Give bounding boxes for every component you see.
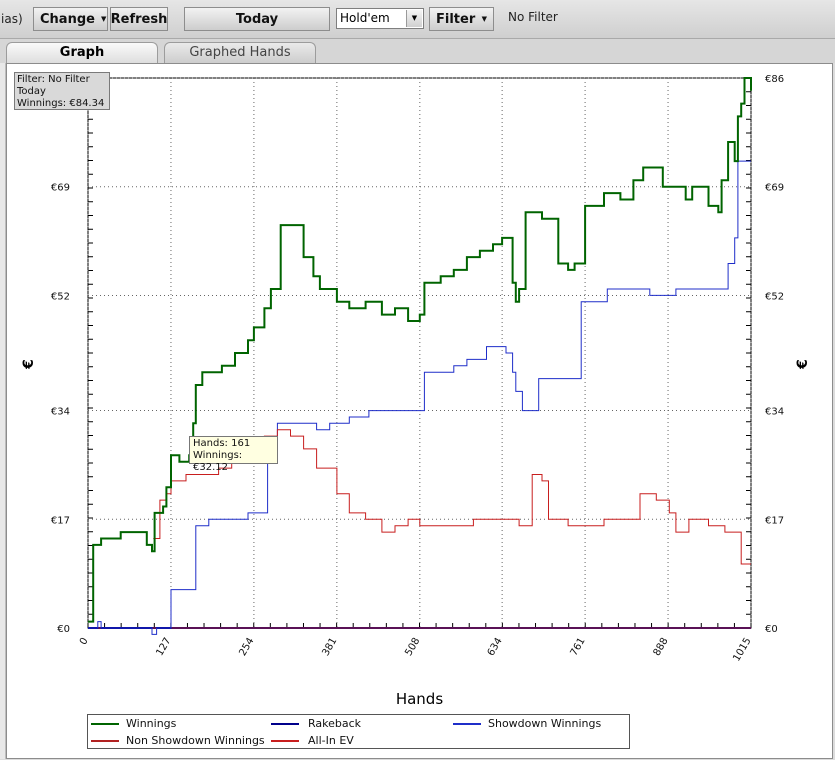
legend-item-winnings: Winnings (126, 717, 177, 730)
x-tick-label: 508 (403, 636, 422, 658)
y-tick-label-right: €0 (765, 624, 778, 635)
series-line-winnings (88, 77, 752, 623)
winnings-chart: €0€0€17€17€34€34€52€52€69€69€86€86012725… (21, 74, 811, 708)
legend-item-non-showdown-winnings: Non Showdown Winnings (126, 734, 265, 747)
tooltip-winnings: Winnings: €32.12 (193, 450, 243, 473)
refresh-button[interactable]: Refresh (110, 7, 168, 31)
y-tick-label-left: €0 (57, 624, 70, 635)
filter-button[interactable]: Filter ▼ (429, 7, 494, 31)
change-button-label: Change (40, 11, 95, 27)
chevron-down-icon: ▼ (481, 15, 487, 23)
toolbar-partial-text: ias) (1, 12, 23, 26)
y-tick-label-right: €17 (765, 515, 784, 526)
y-tick-label-right: €52 (765, 291, 784, 302)
game-type-value: Hold'em (340, 11, 390, 25)
y-tick-label-left: €52 (51, 291, 70, 302)
game-type-select[interactable]: Hold'em ▼ (336, 8, 424, 29)
toolbar: ias) Change ▼ Refresh Today Hold'em ▼ Fi… (0, 0, 835, 39)
series-line-showdown-winnings (88, 160, 751, 635)
chart-panel: €0€0€17€17€34€34€52€52€69€69€86€86012725… (6, 63, 833, 759)
plot-area (87, 77, 752, 629)
x-tick-label: 127 (154, 636, 173, 658)
x-axis-title: Hands (396, 690, 443, 708)
info-winnings: Winnings: €84.34 (17, 98, 105, 109)
y-tick-label-right: €86 (765, 74, 784, 85)
y-tick-label-left: €34 (51, 407, 70, 418)
x-tick-label: 1015 (731, 636, 753, 664)
info-period: Today (17, 86, 46, 97)
legend-swatch (271, 723, 299, 725)
y-tick-label-left: €69 (51, 183, 70, 194)
hover-tooltip: Hands: 161 Winnings: €32.12 (189, 436, 278, 473)
x-tick-label: 888 (652, 636, 671, 658)
x-tick-label: 0 (78, 636, 91, 647)
chevron-down-icon: ▼ (100, 15, 107, 23)
chart-info-box: Filter: No Filter Today Winnings: €84.34 (14, 72, 110, 110)
legend-swatch (453, 723, 481, 725)
x-tick-label: 254 (237, 636, 256, 658)
filter-status: No Filter (508, 10, 558, 24)
legend-item-rakeback: Rakeback (308, 717, 362, 730)
y-axis-title-left: € (21, 359, 37, 370)
today-button-label: Today (235, 11, 279, 27)
legend-swatch (91, 740, 119, 742)
y-axis-title-right: € (795, 359, 811, 370)
tab-graph[interactable]: Graph (6, 42, 158, 63)
x-tick-label: 761 (569, 636, 588, 658)
x-tick-label: 634 (486, 636, 505, 658)
left-panel-edge (0, 63, 6, 759)
y-tick-label-right: €34 (765, 407, 784, 418)
chart-legend: Winnings Rakeback Showdown Winnings Non … (87, 714, 630, 749)
y-tick-label-right: €69 (765, 183, 784, 194)
y-tick-label-left: €17 (51, 515, 70, 526)
refresh-button-label: Refresh (110, 11, 168, 27)
info-filter: Filter: No Filter (17, 74, 90, 85)
tooltip-hands: Hands: 161 (193, 438, 251, 449)
legend-item-showdown-winnings: Showdown Winnings (488, 717, 602, 730)
filter-button-label: Filter (436, 11, 476, 27)
tab-graphed-hands[interactable]: Graphed Hands (164, 42, 316, 63)
today-button[interactable]: Today (184, 7, 330, 31)
legend-item-all-in-ev: All-In EV (308, 734, 354, 747)
tab-bar: Graph Graphed Hands (0, 39, 835, 63)
change-button[interactable]: Change ▼ (33, 7, 108, 31)
legend-swatch (271, 740, 299, 742)
legend-swatch (91, 723, 119, 725)
chevron-down-icon[interactable]: ▼ (406, 10, 422, 27)
x-tick-label: 381 (320, 636, 339, 658)
